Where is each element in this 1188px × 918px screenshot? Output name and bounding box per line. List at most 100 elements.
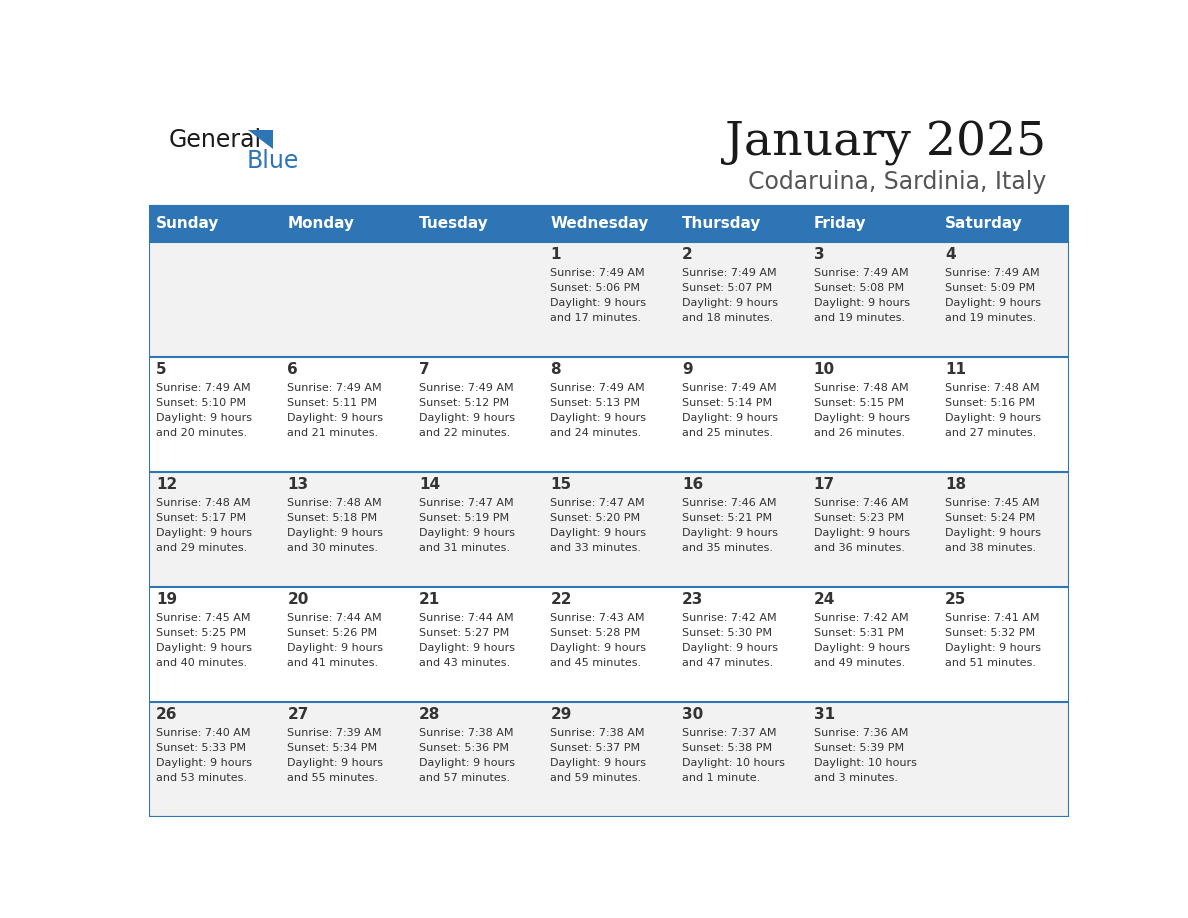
Bar xyxy=(148,472,280,588)
Text: Sunday: Sunday xyxy=(156,217,220,231)
Text: Daylight: 9 hours: Daylight: 9 hours xyxy=(419,758,514,768)
Text: and 22 minutes.: and 22 minutes. xyxy=(419,428,510,438)
Text: and 1 minute.: and 1 minute. xyxy=(682,773,760,783)
Text: Wednesday: Wednesday xyxy=(550,217,649,231)
Text: and 49 minutes.: and 49 minutes. xyxy=(814,658,905,667)
Text: and 35 minutes.: and 35 minutes. xyxy=(682,543,773,553)
Text: and 21 minutes.: and 21 minutes. xyxy=(287,428,379,438)
Text: and 17 minutes.: and 17 minutes. xyxy=(550,313,642,323)
Text: Sunrise: 7:49 AM: Sunrise: 7:49 AM xyxy=(550,268,645,278)
Text: 7: 7 xyxy=(419,363,430,377)
Text: 31: 31 xyxy=(814,707,835,722)
Text: Sunset: 5:26 PM: Sunset: 5:26 PM xyxy=(287,628,378,638)
Text: General: General xyxy=(169,128,261,151)
Text: Daylight: 9 hours: Daylight: 9 hours xyxy=(550,298,646,308)
Bar xyxy=(148,242,280,357)
Bar xyxy=(543,588,675,702)
Text: Sunrise: 7:40 AM: Sunrise: 7:40 AM xyxy=(156,728,251,738)
Text: 10: 10 xyxy=(814,363,835,377)
Text: 3: 3 xyxy=(814,247,824,263)
Text: Sunrise: 7:45 AM: Sunrise: 7:45 AM xyxy=(944,498,1040,509)
Bar xyxy=(937,472,1069,588)
Bar xyxy=(148,206,280,242)
Text: and 19 minutes.: and 19 minutes. xyxy=(814,313,904,323)
Text: Daylight: 9 hours: Daylight: 9 hours xyxy=(814,643,910,653)
Bar xyxy=(280,472,411,588)
Text: 1: 1 xyxy=(550,247,561,263)
Text: Sunset: 5:31 PM: Sunset: 5:31 PM xyxy=(814,628,904,638)
Text: Daylight: 9 hours: Daylight: 9 hours xyxy=(287,643,384,653)
Text: Daylight: 9 hours: Daylight: 9 hours xyxy=(156,528,252,538)
Text: Sunset: 5:13 PM: Sunset: 5:13 PM xyxy=(550,398,640,409)
Text: 29: 29 xyxy=(550,707,571,722)
Bar xyxy=(807,472,937,588)
Bar xyxy=(411,206,543,242)
Text: 18: 18 xyxy=(944,477,966,492)
Text: Daylight: 9 hours: Daylight: 9 hours xyxy=(550,758,646,768)
Text: Sunset: 5:21 PM: Sunset: 5:21 PM xyxy=(682,513,772,523)
Text: Sunrise: 7:48 AM: Sunrise: 7:48 AM xyxy=(814,384,908,394)
Text: Sunrise: 7:49 AM: Sunrise: 7:49 AM xyxy=(682,268,777,278)
Bar xyxy=(280,588,411,702)
Text: 13: 13 xyxy=(287,477,309,492)
Text: Daylight: 9 hours: Daylight: 9 hours xyxy=(419,643,514,653)
Text: Sunrise: 7:46 AM: Sunrise: 7:46 AM xyxy=(814,498,908,509)
Bar xyxy=(543,242,675,357)
Text: Sunset: 5:37 PM: Sunset: 5:37 PM xyxy=(550,743,640,753)
Text: 21: 21 xyxy=(419,592,441,607)
Text: 4: 4 xyxy=(944,247,955,263)
Text: 6: 6 xyxy=(287,363,298,377)
Text: Monday: Monday xyxy=(287,217,354,231)
Text: 16: 16 xyxy=(682,477,703,492)
Text: 5: 5 xyxy=(156,363,166,377)
Text: Daylight: 9 hours: Daylight: 9 hours xyxy=(287,528,384,538)
Bar xyxy=(411,472,543,588)
Text: Daylight: 9 hours: Daylight: 9 hours xyxy=(814,528,910,538)
Text: and 24 minutes.: and 24 minutes. xyxy=(550,428,642,438)
Text: Sunrise: 7:37 AM: Sunrise: 7:37 AM xyxy=(682,728,777,738)
Text: Sunrise: 7:49 AM: Sunrise: 7:49 AM xyxy=(287,384,383,394)
Text: Daylight: 9 hours: Daylight: 9 hours xyxy=(550,643,646,653)
Text: 20: 20 xyxy=(287,592,309,607)
Text: Friday: Friday xyxy=(814,217,866,231)
Text: and 55 minutes.: and 55 minutes. xyxy=(287,773,379,783)
Text: Daylight: 9 hours: Daylight: 9 hours xyxy=(287,413,384,423)
Text: Sunrise: 7:48 AM: Sunrise: 7:48 AM xyxy=(944,384,1040,394)
Bar xyxy=(675,472,807,588)
Text: Sunset: 5:16 PM: Sunset: 5:16 PM xyxy=(944,398,1035,409)
Bar xyxy=(675,242,807,357)
Bar xyxy=(543,357,675,472)
Text: Sunset: 5:28 PM: Sunset: 5:28 PM xyxy=(550,628,640,638)
Text: Daylight: 9 hours: Daylight: 9 hours xyxy=(944,528,1041,538)
Text: Blue: Blue xyxy=(247,149,299,173)
Text: and 19 minutes.: and 19 minutes. xyxy=(944,313,1036,323)
Bar xyxy=(148,110,1069,206)
Text: 11: 11 xyxy=(944,363,966,377)
Text: 12: 12 xyxy=(156,477,177,492)
Text: Sunset: 5:08 PM: Sunset: 5:08 PM xyxy=(814,284,904,294)
Text: Daylight: 9 hours: Daylight: 9 hours xyxy=(682,643,778,653)
Text: and 41 minutes.: and 41 minutes. xyxy=(287,658,379,667)
Text: Daylight: 9 hours: Daylight: 9 hours xyxy=(550,413,646,423)
Text: 26: 26 xyxy=(156,707,177,722)
Text: Sunset: 5:36 PM: Sunset: 5:36 PM xyxy=(419,743,508,753)
Bar xyxy=(937,588,1069,702)
Text: Sunrise: 7:39 AM: Sunrise: 7:39 AM xyxy=(287,728,381,738)
Text: and 40 minutes.: and 40 minutes. xyxy=(156,658,247,667)
Text: Sunrise: 7:42 AM: Sunrise: 7:42 AM xyxy=(814,613,908,623)
Bar xyxy=(148,206,1069,817)
Text: Sunset: 5:25 PM: Sunset: 5:25 PM xyxy=(156,628,246,638)
Text: and 26 minutes.: and 26 minutes. xyxy=(814,428,904,438)
Text: Daylight: 9 hours: Daylight: 9 hours xyxy=(814,413,910,423)
Text: Daylight: 9 hours: Daylight: 9 hours xyxy=(156,643,252,653)
Text: Sunrise: 7:48 AM: Sunrise: 7:48 AM xyxy=(287,498,383,509)
Bar xyxy=(411,588,543,702)
Text: Sunset: 5:32 PM: Sunset: 5:32 PM xyxy=(944,628,1035,638)
Text: Sunrise: 7:49 AM: Sunrise: 7:49 AM xyxy=(419,384,513,394)
Text: Sunrise: 7:49 AM: Sunrise: 7:49 AM xyxy=(550,384,645,394)
Text: Thursday: Thursday xyxy=(682,217,762,231)
Bar xyxy=(543,472,675,588)
Text: Sunset: 5:11 PM: Sunset: 5:11 PM xyxy=(287,398,378,409)
Text: Daylight: 9 hours: Daylight: 9 hours xyxy=(550,528,646,538)
Text: Sunset: 5:17 PM: Sunset: 5:17 PM xyxy=(156,513,246,523)
